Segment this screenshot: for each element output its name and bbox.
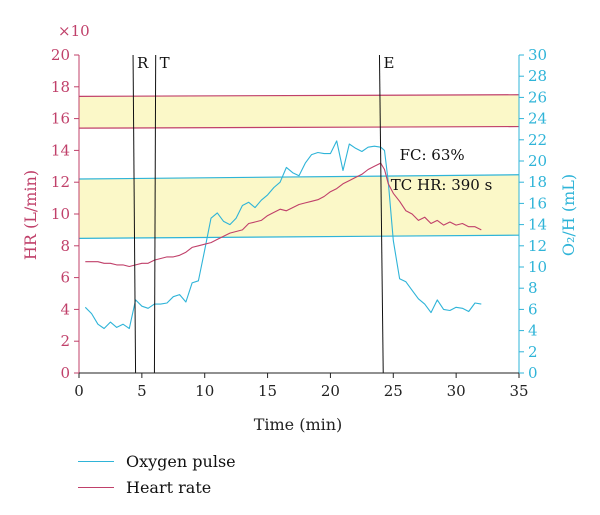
y-left-tick-label: 6 bbox=[60, 269, 70, 287]
series-oxygen-pulse bbox=[84, 140, 482, 330]
hr-reference-line-2 bbox=[78, 125, 520, 129]
legend: Oxygen pulse Heart rate bbox=[78, 448, 236, 500]
x-tick-label: 35 bbox=[509, 382, 528, 400]
tick-labels: 0 5 10 15 20 25 30 3502468101214161820024681012… bbox=[51, 46, 547, 400]
marker-label-e: E bbox=[383, 54, 394, 72]
y-right-tick-label: 22 bbox=[528, 131, 547, 149]
marker-label-r: R bbox=[137, 54, 149, 72]
legend-swatch-heart-rate bbox=[78, 486, 114, 488]
annotation-2: TC HR: 390 s bbox=[391, 176, 493, 194]
y-multiplier-label: ×10 bbox=[58, 22, 90, 40]
y-left-tick-label: 0 bbox=[60, 364, 70, 382]
y-right-tick-label: 8 bbox=[528, 279, 538, 297]
y-right-tick-label: 4 bbox=[528, 322, 538, 340]
y-left-tick-label: 12 bbox=[51, 173, 70, 191]
o2-reference-line-1 bbox=[78, 174, 520, 180]
y-axis-left-title: HR (L/min) bbox=[21, 170, 40, 260]
y-left-tick-label: 8 bbox=[60, 237, 70, 255]
band-upper bbox=[79, 94, 519, 129]
x-tick-label: 20 bbox=[321, 382, 340, 400]
y-left-tick-label: 14 bbox=[51, 141, 70, 159]
legend-item-oxygen-pulse: Oxygen pulse bbox=[78, 448, 236, 474]
marker-label-t: T bbox=[160, 54, 170, 72]
y-right-tick-label: 26 bbox=[528, 88, 547, 106]
y-right-tick-label: 0 bbox=[528, 364, 538, 382]
data-series bbox=[84, 140, 482, 330]
x-tick-label: 5 bbox=[137, 382, 147, 400]
band-lower bbox=[79, 174, 519, 239]
legend-label-oxygen-pulse: Oxygen pulse bbox=[126, 451, 236, 471]
y-right-tick-label: 16 bbox=[528, 194, 547, 212]
legend-label-heart-rate: Heart rate bbox=[126, 477, 212, 497]
yellow-bands bbox=[79, 94, 519, 239]
y-left-tick-label: 10 bbox=[51, 205, 70, 223]
marker-line-r bbox=[132, 54, 137, 374]
y-right-tick-label: 18 bbox=[528, 173, 547, 191]
y-right-tick-label: 28 bbox=[528, 67, 547, 85]
y-right-tick-label: 2 bbox=[528, 343, 538, 361]
legend-swatch-oxygen-pulse bbox=[78, 460, 114, 462]
y-left-tick-label: 18 bbox=[51, 78, 70, 96]
y-left-tick-label: 20 bbox=[51, 46, 70, 64]
y-right-tick-label: 12 bbox=[528, 237, 547, 255]
y-left-tick-label: 2 bbox=[60, 332, 70, 350]
marker-line-e bbox=[378, 54, 384, 374]
annotation-1: FC: 63% bbox=[400, 146, 465, 164]
y-right-tick-label: 30 bbox=[528, 46, 547, 64]
y-right-tick-label: 6 bbox=[528, 300, 538, 318]
x-axis-title: Time (min) bbox=[254, 415, 343, 434]
x-tick-label: 15 bbox=[258, 382, 277, 400]
y-right-tick-label: 14 bbox=[528, 216, 547, 234]
marker-line-t bbox=[153, 54, 157, 374]
hr-reference-line-1 bbox=[78, 94, 520, 97]
legend-item-heart-rate: Heart rate bbox=[78, 474, 236, 500]
series-heart-rate bbox=[85, 162, 482, 268]
y-right-tick-label: 10 bbox=[528, 258, 547, 276]
y-right-tick-label: 20 bbox=[528, 152, 547, 170]
x-tick-label: 30 bbox=[447, 382, 466, 400]
horizontal-reference-lines bbox=[78, 94, 520, 239]
y-right-tick-label: 24 bbox=[528, 110, 547, 128]
annotations: FC: 63% TC HR: 390 s bbox=[391, 146, 493, 194]
y-axis-right-title: O₂/H (mL) bbox=[559, 174, 578, 256]
y-left-tick-label: 4 bbox=[60, 300, 70, 318]
x-tick-label: 10 bbox=[195, 382, 214, 400]
x-tick-label: 25 bbox=[384, 382, 403, 400]
x-tick-label: 0 bbox=[74, 382, 84, 400]
o2-reference-line-2 bbox=[78, 234, 520, 239]
y-left-tick-label: 16 bbox=[51, 110, 70, 128]
